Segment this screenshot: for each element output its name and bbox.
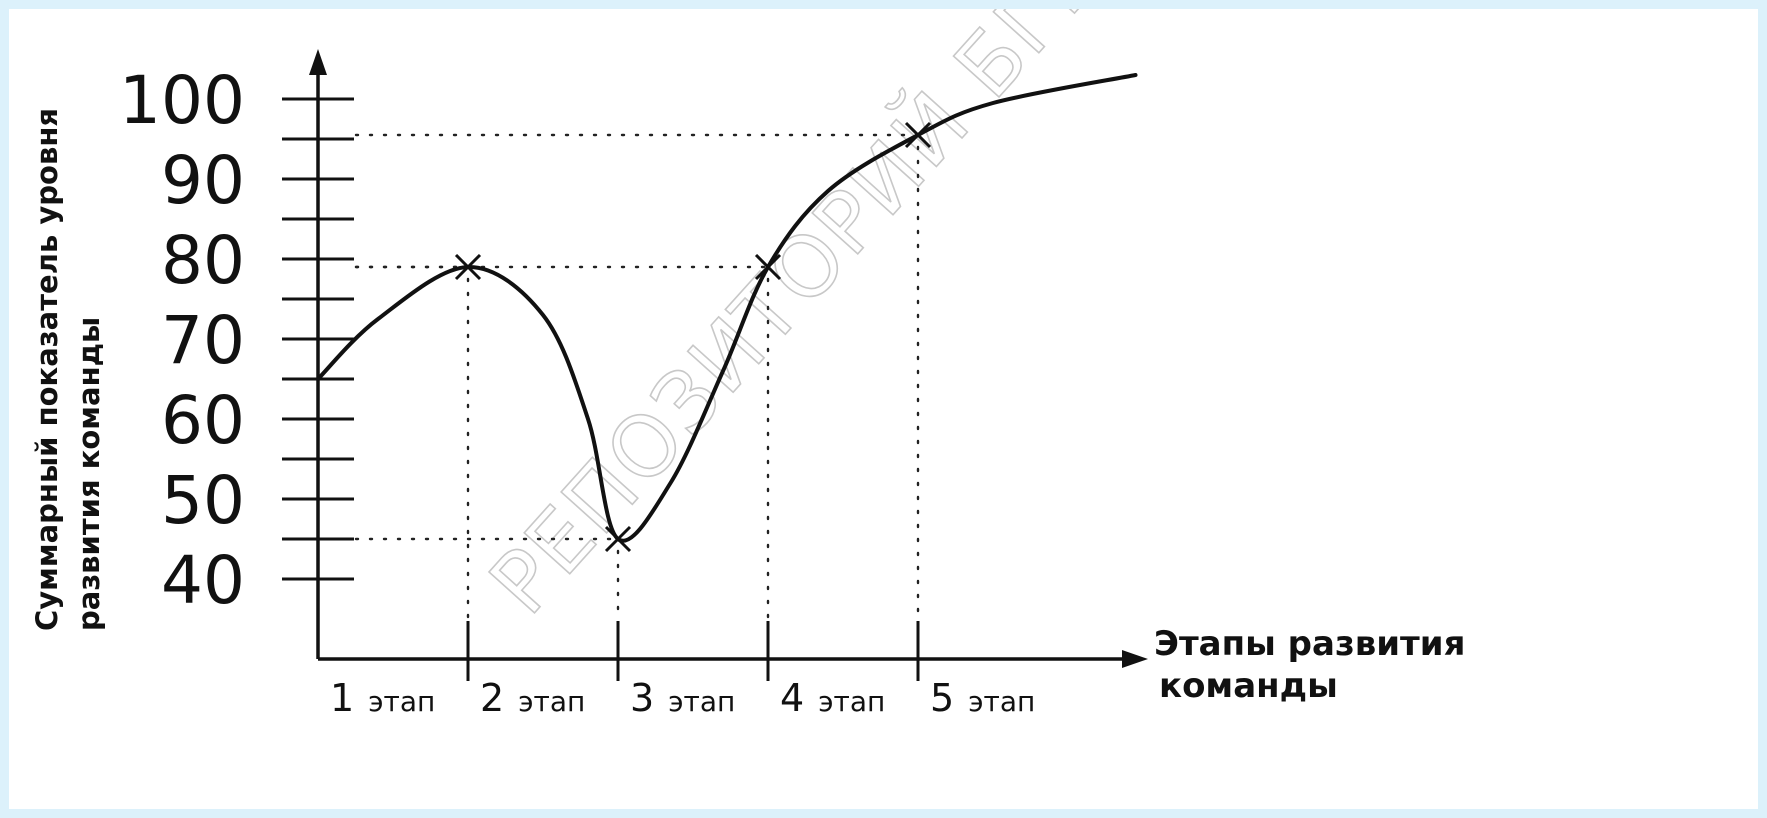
- stage-number: 1: [330, 676, 354, 720]
- x-axis-label-line-1: Этапы развития: [1154, 624, 1465, 664]
- stage-word: этап: [668, 685, 735, 718]
- x-tick-label: 2 этап: [480, 676, 585, 720]
- chart-frame: РЕПОЗИТОРИЙ БГПУ 40 50 60 70 80 90 100 1 этап 2 э…: [9, 9, 1758, 809]
- stage-number: 4: [780, 676, 804, 720]
- x-tick-label: 4 этап: [780, 676, 885, 720]
- stage-word: этап: [818, 685, 885, 718]
- y-tick-label: 60: [161, 382, 245, 459]
- stage-number: 5: [930, 676, 954, 720]
- stage-number: 3: [630, 676, 654, 720]
- x-axis-label-line-2: команды: [1159, 666, 1338, 706]
- stage-word: этап: [368, 685, 435, 718]
- y-axis-label-line-2: развития команды: [72, 317, 106, 631]
- x-tick-labels: 1 этап 2 этап 3 этап 4 этап 5 этап: [330, 676, 1035, 720]
- x-tick-label: 3 этап: [630, 676, 735, 720]
- y-axis-label-line-1: Суммарный показатель уровня: [30, 108, 64, 631]
- y-axis-arrow: [309, 49, 327, 75]
- stage-word: этап: [518, 685, 585, 718]
- y-tick-label: 70: [161, 302, 245, 379]
- x-axis-arrow: [1122, 650, 1148, 668]
- stage-number: 2: [480, 676, 504, 720]
- y-tick-label: 80: [161, 222, 245, 299]
- y-tick-label: 50: [161, 462, 245, 539]
- stage-word: этап: [968, 685, 1035, 718]
- x-tick-label: 5 этап: [930, 676, 1035, 720]
- y-tick-label: 40: [161, 542, 245, 619]
- x-axis-ticks: [468, 621, 918, 681]
- y-tick-label: 100: [119, 62, 245, 139]
- y-tick-label: 90: [161, 142, 245, 219]
- watermark: РЕПОЗИТОРИЙ БГПУ: [471, 9, 1163, 632]
- x-tick-label: 1 этап: [330, 676, 435, 720]
